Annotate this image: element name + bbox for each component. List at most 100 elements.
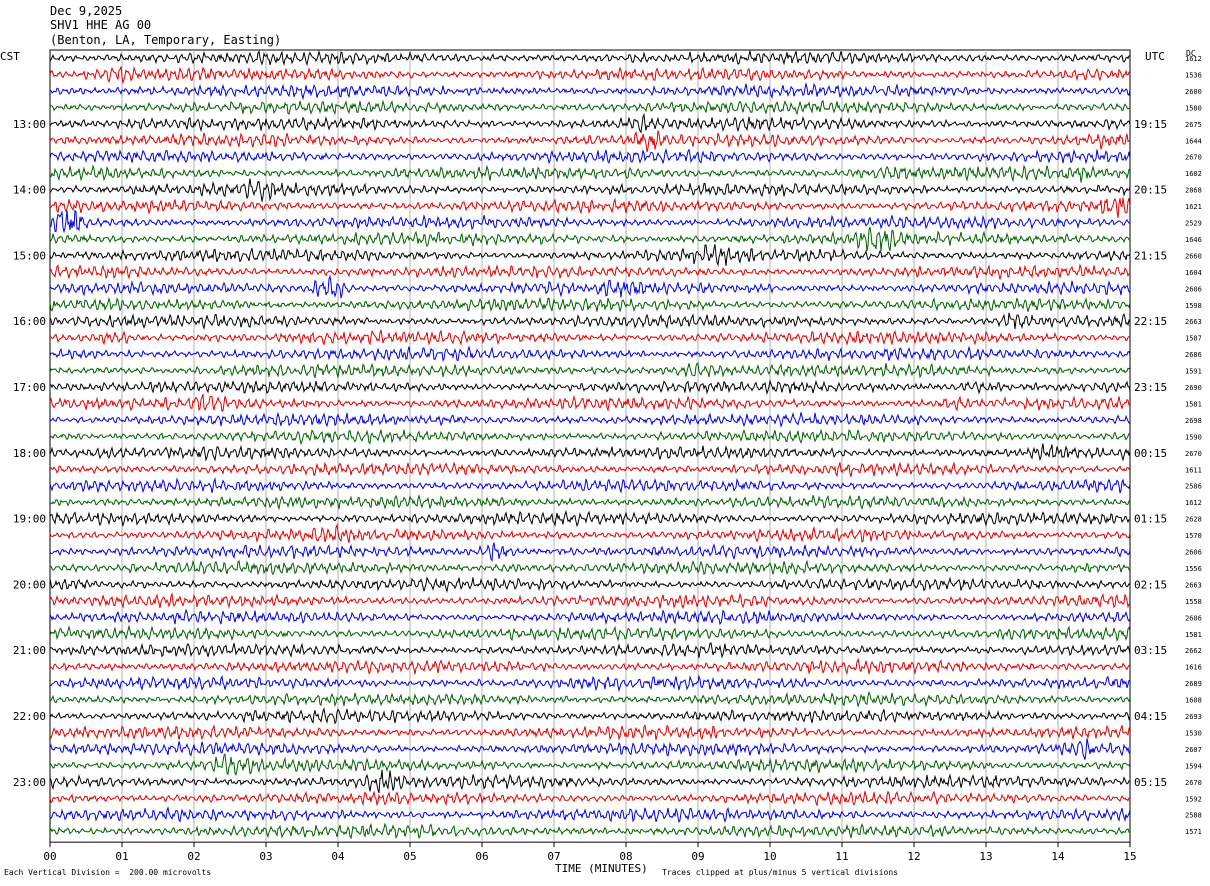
seismic-trace xyxy=(49,178,1131,202)
left-hour-label: 22:00 xyxy=(13,710,46,723)
seismic-trace xyxy=(49,345,1131,363)
dc-offset-label: 2868 xyxy=(1185,187,1202,195)
seismic-trace xyxy=(49,328,1131,346)
seismic-trace xyxy=(49,753,1131,776)
right-hour-label: 00:15 xyxy=(1134,447,1167,460)
dc-offset-label: 2693 xyxy=(1185,713,1202,721)
right-hour-label: 23:15 xyxy=(1134,381,1167,394)
seismic-trace xyxy=(49,65,1131,85)
x-tick-label: 03 xyxy=(259,850,272,863)
dc-offset-label: 2698 xyxy=(1185,417,1202,425)
dc-offset-label: 2607 xyxy=(1185,746,1202,754)
seismic-trace xyxy=(49,657,1131,675)
seismic-trace xyxy=(49,461,1131,478)
x-tick-label: 08 xyxy=(619,850,632,863)
dc-offset-label: 1616 xyxy=(1185,664,1202,672)
left-hour-label: 14:00 xyxy=(13,184,46,197)
x-tick-label: 12 xyxy=(907,850,920,863)
seismic-trace xyxy=(49,81,1131,101)
x-tick-label: 01 xyxy=(115,850,128,863)
right-hour-label: 02:15 xyxy=(1134,578,1167,591)
seismic-trace xyxy=(49,164,1131,183)
seismic-trace xyxy=(49,244,1131,267)
dc-offset-label: 2663 xyxy=(1185,581,1202,589)
plot-frame xyxy=(49,49,1131,843)
x-tick-label: 14 xyxy=(1051,850,1065,863)
dc-offset-label: 2689 xyxy=(1185,680,1202,688)
dc-offset-label: 1598 xyxy=(1185,302,1202,310)
seismic-trace xyxy=(49,822,1131,840)
left-hour-label: 21:00 xyxy=(13,644,46,657)
dc-offset-label: 2670 xyxy=(1185,779,1202,787)
dc-offset-label: 1570 xyxy=(1185,532,1202,540)
seismic-trace xyxy=(49,312,1131,331)
dc-offset-label: 2600 xyxy=(1185,88,1202,96)
dc-offset-label: 1608 xyxy=(1185,697,1202,705)
seismic-trace xyxy=(49,559,1131,576)
left-hour-label: 20:00 xyxy=(13,578,46,591)
seismic-trace xyxy=(50,379,1131,396)
left-timezone-label: CST xyxy=(0,50,20,63)
dc-offset-label: 2675 xyxy=(1185,121,1202,129)
seismic-trace xyxy=(49,690,1131,708)
seismic-trace xyxy=(49,477,1131,494)
seismic-trace xyxy=(49,49,1131,67)
clip-note: Traces clipped at plus/minus 5 vertical … xyxy=(662,868,899,877)
right-timezone-label: UTC xyxy=(1145,50,1165,63)
dc-offset-label: 1558 xyxy=(1185,598,1202,606)
left-hour-label: 13:00 xyxy=(13,118,46,131)
x-tick-label: 02 xyxy=(187,850,200,863)
seismic-trace xyxy=(49,523,1131,544)
x-tick-label: 10 xyxy=(763,850,776,863)
dc-offset-label: 1556 xyxy=(1185,565,1202,573)
dc-offset-label: 1581 xyxy=(1185,400,1202,408)
x-tick-label: 11 xyxy=(835,850,848,863)
seismic-trace xyxy=(49,624,1131,642)
seismic-trace xyxy=(49,790,1131,808)
dc-offset-label: 1587 xyxy=(1185,335,1202,343)
right-hour-label: 21:15 xyxy=(1134,249,1167,262)
plot-station: SHV1 HHE AG 00 xyxy=(50,18,152,32)
left-hour-label: 16:00 xyxy=(13,315,46,328)
seismic-trace xyxy=(49,428,1131,446)
seismic-trace xyxy=(49,738,1131,760)
dc-offset-label: 2662 xyxy=(1185,647,1202,655)
dc-offset-label: 2606 xyxy=(1185,614,1202,622)
dc-offset-label: 2663 xyxy=(1185,318,1202,326)
left-hour-label: 18:00 xyxy=(13,447,46,460)
dc-offset-label: 1602 xyxy=(1185,170,1202,178)
scale-note: Each Vertical Division = 200.00 microvol… xyxy=(4,868,212,877)
dc-offset-label: 1611 xyxy=(1185,466,1202,474)
dc-offset-label: 1612 xyxy=(1185,55,1202,63)
x-tick-label: 06 xyxy=(475,850,488,863)
dc-offset-label: 1644 xyxy=(1185,137,1202,145)
dc-offset-label: 2670 xyxy=(1185,154,1202,162)
x-tick-label: 07 xyxy=(547,850,560,863)
seismic-trace xyxy=(49,805,1131,824)
seismic-trace xyxy=(49,724,1131,741)
seismic-trace xyxy=(49,99,1130,116)
dc-offset-label: 2586 xyxy=(1185,483,1202,491)
dc-offset-label: 1591 xyxy=(1185,368,1202,376)
dc-offset-label: 2690 xyxy=(1185,384,1202,392)
seismic-trace xyxy=(49,197,1131,219)
dc-offset-label: 2606 xyxy=(1185,285,1202,293)
seismic-trace xyxy=(49,608,1131,626)
dc-offset-label: 1612 xyxy=(1185,499,1202,507)
seismic-trace xyxy=(49,263,1131,280)
right-hour-label: 03:15 xyxy=(1134,644,1167,657)
seismic-trace xyxy=(49,148,1131,165)
right-hour-label: 04:15 xyxy=(1134,710,1167,723)
right-hour-label: 22:15 xyxy=(1134,315,1167,328)
dc-offset-label: 1646 xyxy=(1185,236,1202,244)
dc-offset-label: 2628 xyxy=(1185,516,1202,524)
x-tick-label: 09 xyxy=(691,850,704,863)
seismic-trace xyxy=(49,274,1131,299)
seismic-trace xyxy=(49,576,1131,594)
seismic-trace xyxy=(49,296,1131,313)
dc-offset-label: 2606 xyxy=(1185,549,1202,557)
dc-offset-label: 2686 xyxy=(1185,351,1202,359)
seismic-trace xyxy=(49,112,1131,134)
seismic-trace xyxy=(49,362,1131,379)
